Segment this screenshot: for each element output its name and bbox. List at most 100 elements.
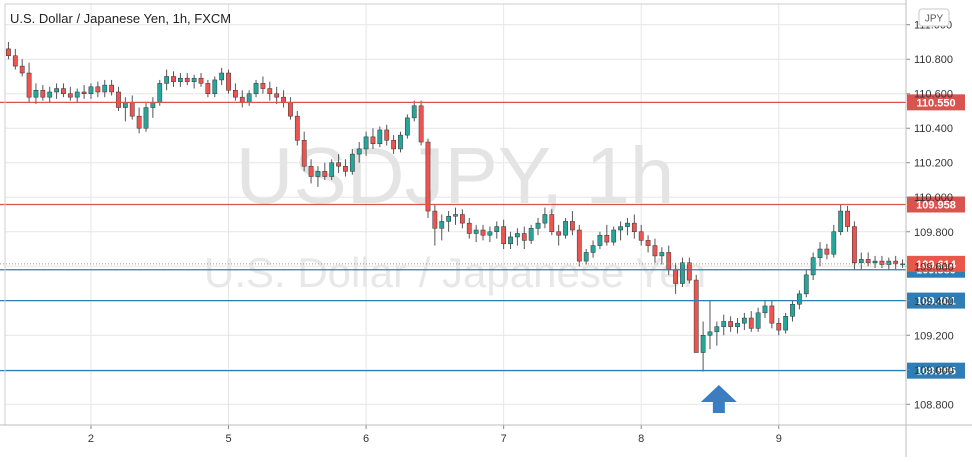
candle-body <box>178 77 183 82</box>
candle-body <box>308 165 314 177</box>
candle-body <box>590 245 596 253</box>
candle-body <box>281 96 286 103</box>
candle-body <box>645 240 651 246</box>
support-price-label-bg <box>907 292 965 309</box>
candle-body <box>459 214 465 224</box>
candle-body <box>528 228 534 241</box>
candle-body <box>714 326 720 333</box>
candle-body <box>631 222 637 233</box>
y-tick-label: 108.800 <box>914 399 954 411</box>
candle-body <box>769 305 775 324</box>
candle-body <box>336 162 341 167</box>
candle-body <box>239 96 245 103</box>
candle-body <box>762 305 768 314</box>
candle-body <box>473 229 479 234</box>
candle-body <box>831 231 837 255</box>
candle-body <box>508 236 513 245</box>
candle-body <box>47 91 53 98</box>
candle-body <box>570 221 575 231</box>
candle-body <box>40 90 46 98</box>
candle-body <box>852 226 857 264</box>
candle-body <box>54 88 59 93</box>
candle-body <box>288 102 293 117</box>
candle-body <box>184 77 190 82</box>
y-tick-label: 109.800 <box>914 227 954 239</box>
candle-body <box>61 88 66 94</box>
y-tick-label: 109.200 <box>914 330 954 342</box>
candle-body <box>432 210 438 229</box>
candle-body <box>404 117 410 136</box>
x-tick-label: 9 <box>776 433 782 445</box>
candle-body <box>735 322 740 327</box>
candle-body <box>33 90 39 98</box>
candle-body <box>171 76 176 82</box>
candle-body <box>686 262 692 281</box>
candle-body <box>12 55 18 67</box>
candle-body <box>315 171 321 177</box>
candle-body <box>755 312 761 329</box>
resistance-price-label-bg <box>907 94 965 111</box>
candle-body <box>349 153 355 172</box>
candle-body <box>817 248 823 258</box>
candle-body <box>267 88 273 94</box>
candle-body <box>329 162 335 177</box>
candle-body <box>638 231 644 241</box>
candle-body <box>466 222 472 234</box>
candle-body <box>845 210 850 227</box>
candle-body <box>102 84 108 93</box>
y-tick-label: 109.600 <box>914 261 954 273</box>
y-tick-label: 109.400 <box>914 296 954 308</box>
candle-body <box>322 171 328 177</box>
candle-body <box>129 102 135 117</box>
y-tick-label: 110.200 <box>914 158 953 170</box>
y-tick-label: 110.800 <box>914 54 953 66</box>
up-arrow-icon <box>700 385 737 413</box>
candle-body <box>122 102 128 108</box>
y-tick-label: 110.600 <box>914 89 953 101</box>
candle-body <box>666 252 672 270</box>
annotation <box>700 385 737 413</box>
currency-badge[interactable]: JPY <box>918 8 950 27</box>
currency-badge-box <box>918 8 950 27</box>
candle-body <box>109 84 114 93</box>
candle-body <box>748 317 754 329</box>
candle-body <box>363 136 369 150</box>
candle-body <box>865 259 871 264</box>
candle-body <box>439 221 445 229</box>
candle-body <box>783 316 789 331</box>
currency-badge-label: JPY <box>925 14 944 25</box>
candle-body <box>542 214 548 224</box>
resistance-price-label: 109.958 <box>907 196 965 213</box>
candle-body <box>418 105 424 143</box>
candle-body <box>625 222 630 227</box>
chart-title: U.S. Dollar / Japanese Yen, 1h, FXCM <box>10 11 231 26</box>
candle-body <box>501 226 507 245</box>
candle-body <box>549 214 555 233</box>
y-tick-label: 110.400 <box>914 123 953 135</box>
candle-body <box>858 259 864 264</box>
candle-body <box>583 252 589 262</box>
candle-body <box>728 321 733 327</box>
candle-body <box>95 86 101 93</box>
candle-body <box>797 293 802 305</box>
candle-body <box>226 72 231 91</box>
candle-body <box>212 79 218 94</box>
candle-body <box>260 83 266 89</box>
watermark-main: USDJPY, 1h <box>236 131 675 220</box>
last-price-label-bg <box>907 255 965 272</box>
candle-body <box>205 83 211 94</box>
candle-body <box>900 263 905 266</box>
candle-body <box>81 91 87 94</box>
candle-body <box>824 248 830 255</box>
candle-body <box>384 129 390 141</box>
candle-body <box>803 274 809 295</box>
candles <box>6 41 905 372</box>
candle-body <box>164 76 170 84</box>
candle-body <box>521 233 527 241</box>
candle-body <box>370 136 376 145</box>
candle-body <box>893 260 899 265</box>
watermark-sub: U.S. Dollar / Japanese Yen <box>204 249 706 296</box>
